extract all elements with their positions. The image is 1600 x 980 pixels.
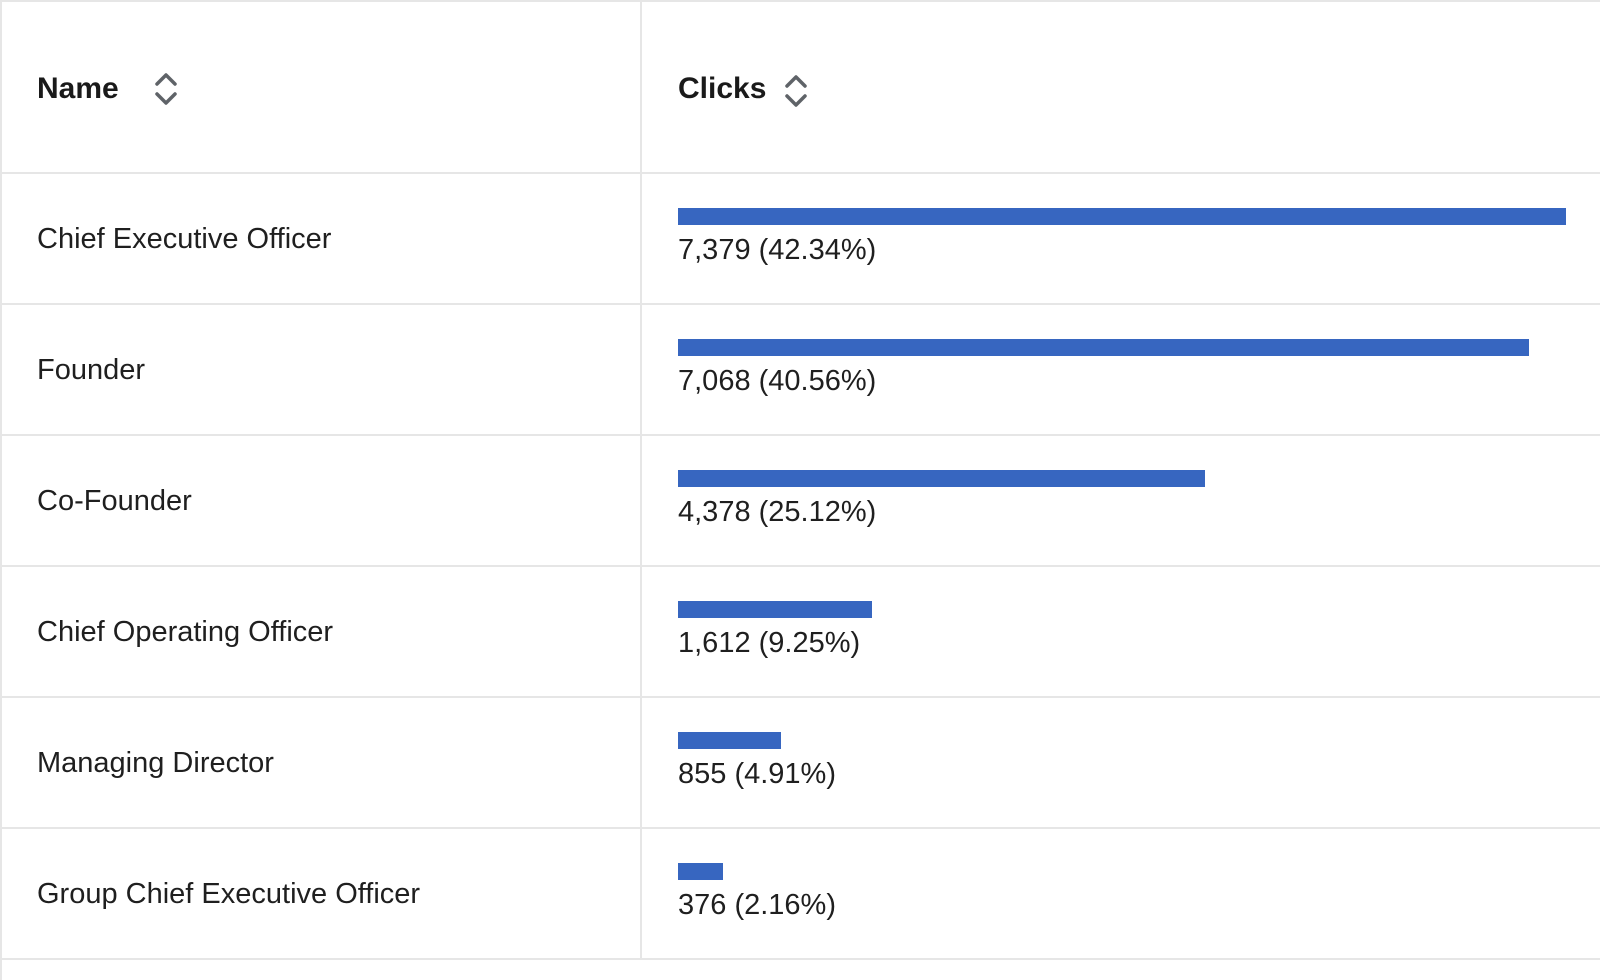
name-sort-icon[interactable]: [152, 70, 180, 108]
clicks-bar: [678, 601, 872, 618]
table-row[interactable]: Chief Operating Officer 1,612 (9.25%): [2, 567, 1600, 698]
row-name: Chief Operating Officer: [37, 616, 334, 648]
clicks-value: 4,378 (25.12%): [678, 496, 877, 528]
clicks-bar: [678, 339, 1529, 356]
clicks-bar: [678, 470, 1205, 487]
table-row[interactable]: Managing Director 855 (4.91%): [2, 698, 1600, 829]
clicks-value: 7,379 (42.34%): [678, 234, 877, 266]
name-cell: Co-Founder: [2, 436, 642, 565]
name-cell: Founder: [2, 305, 642, 434]
name-cell: Group Chief Executive Officer: [2, 829, 642, 958]
table-row[interactable]: Co-Founder 4,378 (25.12%): [2, 436, 1600, 567]
clicks-value: 1,612 (9.25%): [678, 627, 861, 659]
name-column-header[interactable]: Name: [2, 2, 642, 172]
clicks-cell: 7,379 (42.34%): [642, 174, 1600, 303]
clicks-header-label: Clicks: [678, 72, 767, 105]
name-header-label: Name: [37, 72, 119, 105]
name-cell: Chief Operating Officer: [2, 567, 642, 696]
clicks-cell: 1,612 (9.25%): [642, 567, 1600, 696]
clicks-column-header[interactable]: Clicks: [642, 2, 1600, 172]
clicks-bar: [678, 863, 723, 880]
table-header-row: Name Clicks: [2, 2, 1600, 174]
row-name: Chief Executive Officer: [37, 223, 332, 255]
row-name: Group Chief Executive Officer: [37, 878, 421, 910]
name-cell: Managing Director: [2, 698, 642, 827]
name-cell: Chief Executive Officer: [2, 174, 642, 303]
clicks-value: 7,068 (40.56%): [678, 365, 877, 397]
clicks-cell: 4,378 (25.12%): [642, 436, 1600, 565]
clicks-cell: 376 (2.16%): [642, 829, 1600, 958]
table-row[interactable]: Group Chief Executive Officer 376 (2.16%): [2, 829, 1600, 960]
table-row[interactable]: Founder 7,068 (40.56%): [2, 305, 1600, 436]
row-name: Co-Founder: [37, 485, 192, 517]
table-row[interactable]: Chief Executive Officer 7,379 (42.34%): [2, 174, 1600, 305]
clicks-cell: 855 (4.91%): [642, 698, 1600, 827]
clicks-bar: [678, 208, 1566, 225]
clicks-value: 855 (4.91%): [678, 758, 836, 790]
clicks-bar: [678, 732, 781, 749]
clicks-cell: 7,068 (40.56%): [642, 305, 1600, 434]
row-name: Founder: [37, 354, 146, 386]
clicks-value: 376 (2.16%): [678, 889, 836, 921]
clicks-sort-icon[interactable]: [782, 72, 810, 110]
row-name: Managing Director: [37, 747, 274, 779]
